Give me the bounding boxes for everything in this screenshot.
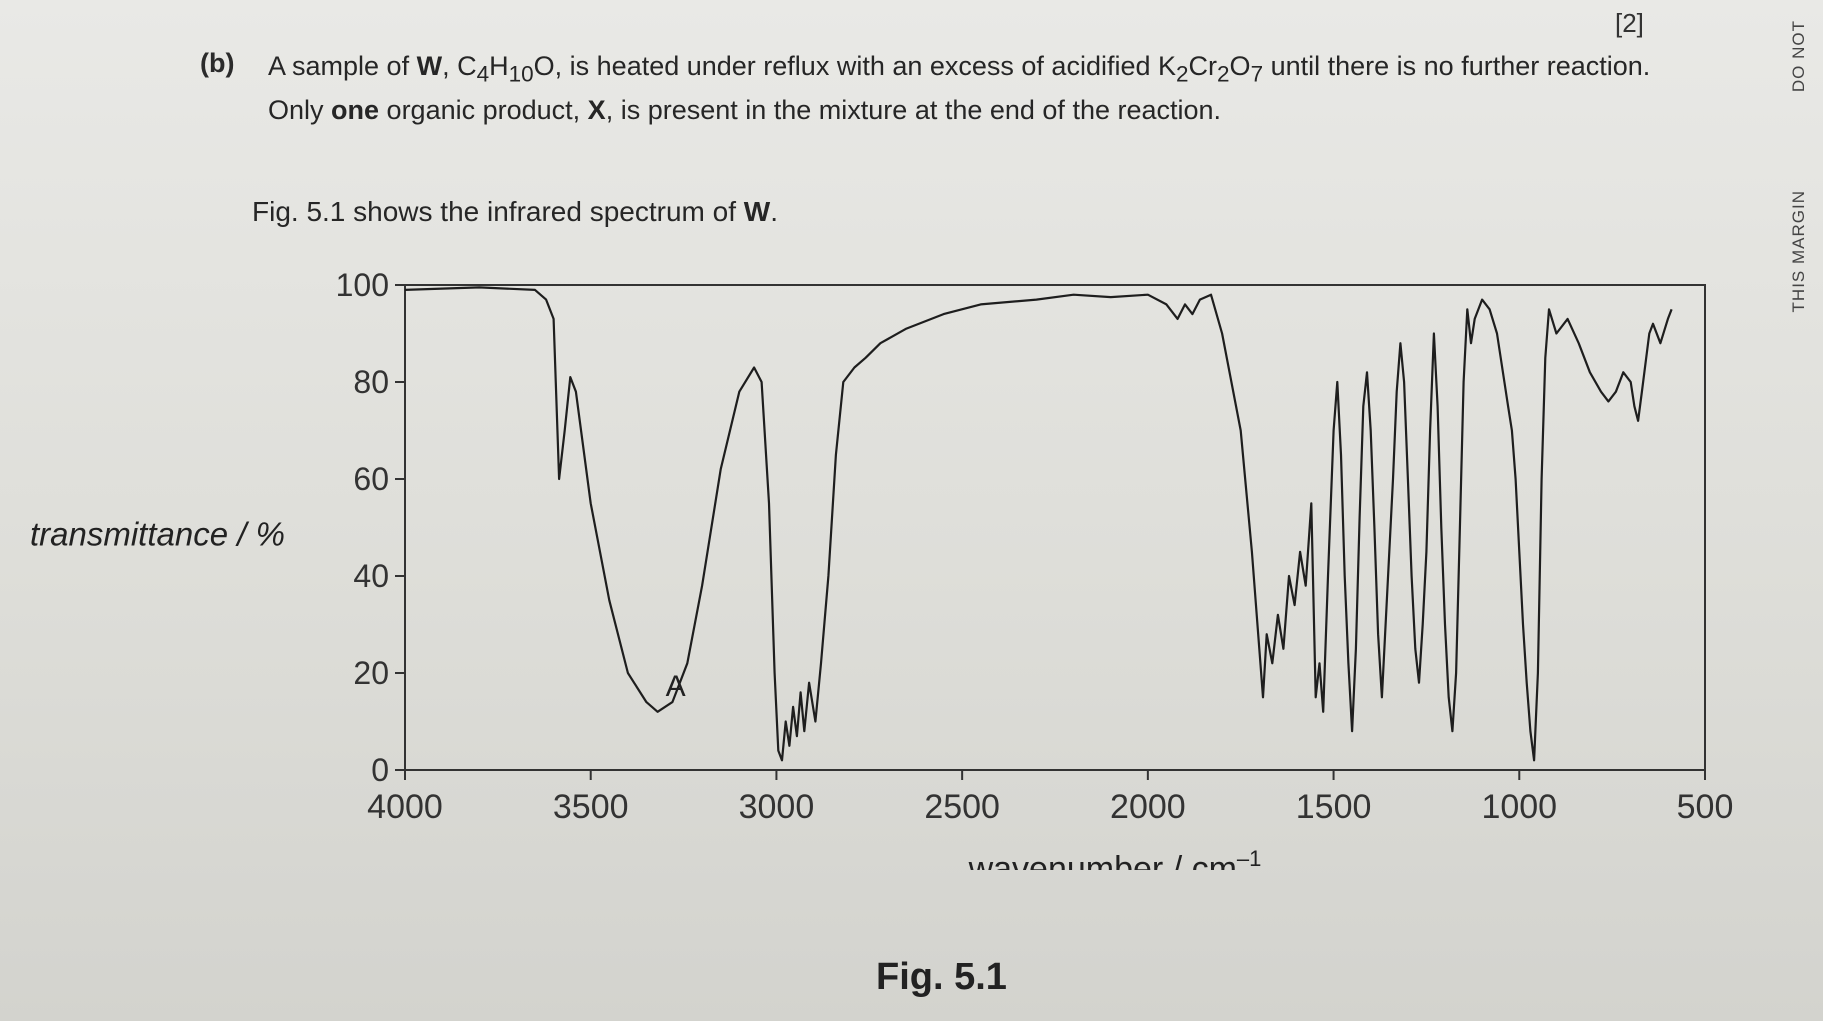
- compound-w: W: [416, 51, 443, 81]
- peak-annotation-label: A: [666, 670, 686, 703]
- y-tick-label: 60: [353, 461, 389, 497]
- x-tick-label: 2500: [924, 788, 1000, 826]
- x-tick-label: 3000: [739, 788, 815, 826]
- margin-note-top: DO NOT: [1789, 20, 1808, 93]
- oxidising-agent-formula: K2Cr2O7: [1158, 51, 1264, 87]
- x-tick-label: 3500: [553, 788, 629, 826]
- marks-label: [2]: [1615, 8, 1644, 38]
- figure-caption: Fig. 5.1: [876, 956, 1007, 998]
- ticks: 0 20 40 60 80 100 4000 3500 3000 2500 2000 1500 1000…: [336, 267, 1734, 826]
- y-tick-label: 20: [353, 655, 389, 691]
- y-tick-label: 0: [371, 752, 389, 788]
- spectrum-line: [404, 286, 1673, 762]
- y-tick-label: 80: [353, 364, 389, 400]
- y-tick-label: 40: [353, 558, 389, 594]
- question-text: A sample of W, C4H10O, is heated under r…: [268, 51, 1651, 126]
- x-tick-label: 1000: [1481, 788, 1557, 826]
- x-tick-label: 500: [1677, 788, 1734, 826]
- x-tick-label: 2000: [1110, 788, 1186, 826]
- x-tick-label: 4000: [367, 788, 443, 826]
- plot-frame: [404, 284, 1706, 771]
- spectrum-series: [404, 286, 1673, 762]
- figure-intro-text: Fig. 5.1 shows the infrared spectrum of …: [252, 196, 778, 227]
- formula-w: C4H10O: [457, 51, 555, 87]
- product-x: X: [587, 95, 606, 126]
- y-tick-label: 100: [336, 267, 389, 303]
- x-tick-label: 1500: [1296, 788, 1372, 826]
- y-axis-label: transmittance / %: [30, 516, 285, 553]
- axes: [404, 284, 1706, 771]
- ir-spectrum-chart: 0 20 40 60 80 100 4000 3500 3000 2500 2000 1500 1000…: [30, 267, 1734, 871]
- x-axis-label: wavenumber / cm–1: [968, 846, 1262, 870]
- question-part-label: (b): [200, 48, 235, 78]
